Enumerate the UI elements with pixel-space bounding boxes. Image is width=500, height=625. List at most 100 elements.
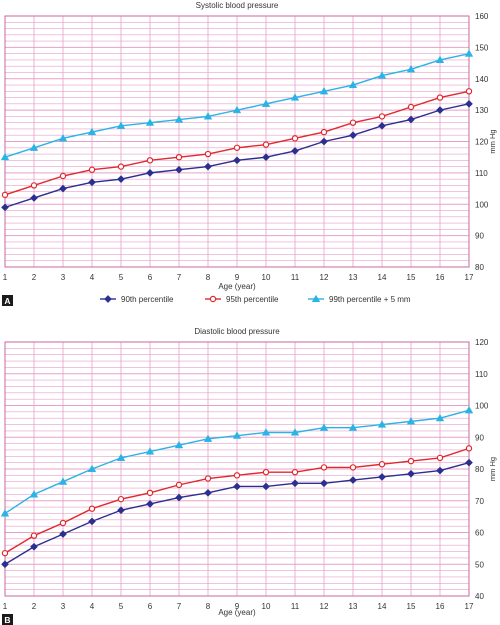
data-point [88,517,96,526]
data-point [116,453,126,461]
x-tick-label: 15 [407,273,416,282]
x-tick-label: 14 [378,273,387,282]
data-point [233,482,241,491]
panel-label-box [2,295,13,306]
data-point [291,479,299,488]
chart-title: Systolic blood pressure [196,1,279,10]
data-point [435,55,445,63]
panel-label-text: A [4,296,10,306]
data-point [1,191,9,199]
data-point [145,447,155,455]
data-point [291,468,299,476]
data-point [407,115,415,124]
data-point [58,477,68,485]
legend-item: 99th percentile + 5 mm [308,294,411,304]
data-point [1,549,9,557]
y-tick-label: 120 [475,338,489,347]
panel-label: B [2,614,13,625]
legend-marker [209,295,217,303]
x-tick-label: 8 [206,602,211,611]
y-tick-label: 120 [475,138,489,147]
data-point [117,495,125,503]
data-point [320,479,328,488]
x-tick-label: 15 [407,602,416,611]
data-point [262,153,270,162]
data-point [320,464,328,471]
data-point [29,490,39,498]
data-point [465,88,473,95]
data-point [378,121,386,130]
x-tick-label: 4 [90,273,95,282]
data-point [233,144,241,151]
series-3 [0,405,474,517]
legend-marker [104,295,112,303]
data-point [30,194,38,202]
x-tick-label: 8 [206,273,211,282]
data-point [407,103,415,111]
data-point [203,112,213,120]
plot-frame [4,341,470,597]
data-point [320,128,328,136]
plot-frame [4,15,470,268]
data-point [378,473,386,481]
data-point [175,153,183,161]
series-2 [1,88,473,199]
x-axis-label: Age (year) [218,608,256,617]
legend-marker [311,294,321,303]
legend-label: 95th percentile [226,295,279,304]
x-axis-label: Age (year) [218,282,256,291]
data-point [116,121,126,129]
x-tick-label: 11 [291,602,300,611]
data-point [117,506,125,515]
x-tick-label: 5 [119,273,124,282]
data-point [29,143,39,151]
data-point [204,488,212,497]
data-point [407,469,415,478]
x-tick-label: 3 [61,602,66,611]
y-tick-label: 90 [475,232,484,241]
data-point [261,99,271,107]
y-axis-label: mm Hg [488,129,497,153]
systolic-chart-panel: Systolic blood pressure80901001101201301… [0,1,497,306]
data-point [349,464,357,471]
data-point [59,530,67,538]
x-tick-label: 6 [148,602,153,611]
data-point [174,115,184,123]
data-point [87,464,97,473]
y-tick-label: 80 [475,465,484,474]
data-point [378,113,386,120]
y-tick-label: 140 [475,75,489,84]
x-tick-label: 16 [436,602,445,611]
data-point [146,500,154,508]
data-point [290,428,300,436]
y-axis-label: mm Hg [488,457,497,481]
x-tick-label: 17 [465,273,474,282]
x-tick-label: 4 [90,602,95,611]
data-point [175,165,183,174]
legend-item: 90th percentile [100,295,174,304]
data-point [465,100,473,108]
x-tick-label: 12 [320,602,329,611]
x-tick-label: 14 [378,602,387,611]
data-point [378,461,386,468]
y-tick-label: 100 [475,200,489,209]
data-point [262,468,270,476]
x-tick-label: 2 [32,273,37,282]
data-point [465,445,473,452]
data-point [58,134,68,142]
x-tick-label: 9 [235,273,240,282]
x-tick-label: 16 [436,273,445,282]
data-point [117,163,125,170]
y-tick-label: 50 [475,560,484,569]
data-point [59,184,67,193]
y-tick-label: 90 [475,433,484,442]
data-point [436,94,444,101]
panel-label-box [2,614,13,625]
x-tick-label: 7 [177,602,182,611]
chart-title: Diastolic blood pressure [194,327,280,336]
data-point [232,105,242,114]
panel-label: A [2,295,13,306]
data-point [87,127,97,136]
data-point [348,80,358,89]
data-point [377,71,387,79]
